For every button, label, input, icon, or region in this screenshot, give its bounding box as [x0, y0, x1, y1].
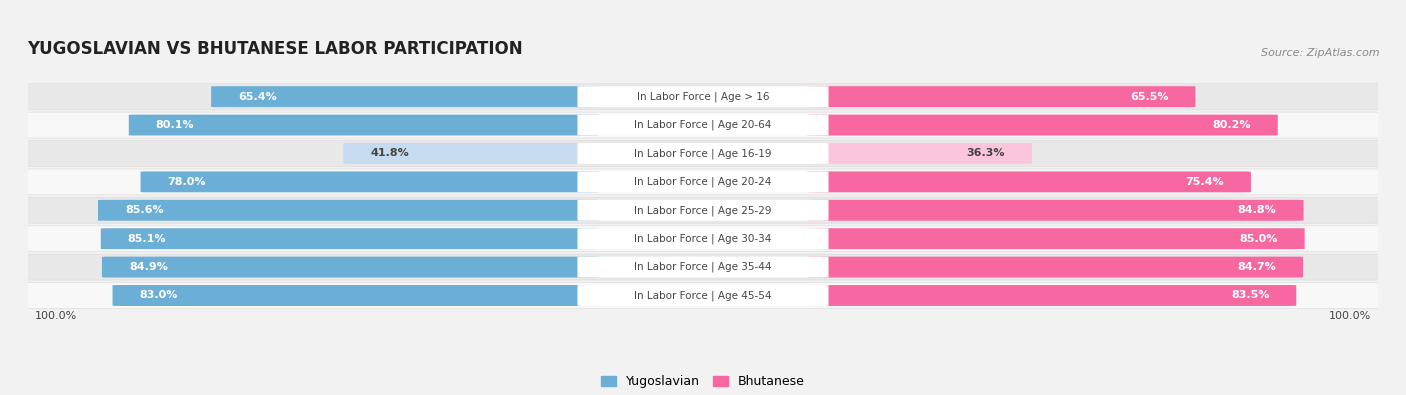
- FancyBboxPatch shape: [807, 285, 1296, 306]
- Text: YUGOSLAVIAN VS BHUTANESE LABOR PARTICIPATION: YUGOSLAVIAN VS BHUTANESE LABOR PARTICIPA…: [27, 40, 523, 58]
- FancyBboxPatch shape: [807, 143, 1032, 164]
- Text: 84.7%: 84.7%: [1237, 262, 1277, 272]
- FancyBboxPatch shape: [807, 257, 1303, 278]
- Text: 83.0%: 83.0%: [139, 290, 179, 301]
- FancyBboxPatch shape: [578, 228, 828, 249]
- FancyBboxPatch shape: [211, 86, 599, 107]
- Text: 65.4%: 65.4%: [238, 92, 277, 102]
- FancyBboxPatch shape: [14, 282, 1392, 308]
- Text: In Labor Force | Age 45-54: In Labor Force | Age 45-54: [634, 290, 772, 301]
- FancyBboxPatch shape: [578, 171, 828, 192]
- FancyBboxPatch shape: [14, 226, 1392, 252]
- Text: In Labor Force | Age 16-19: In Labor Force | Age 16-19: [634, 148, 772, 159]
- Text: 84.9%: 84.9%: [129, 262, 167, 272]
- Text: 80.2%: 80.2%: [1212, 120, 1251, 130]
- Text: 36.3%: 36.3%: [966, 149, 1005, 158]
- FancyBboxPatch shape: [112, 285, 599, 306]
- FancyBboxPatch shape: [14, 254, 1392, 280]
- FancyBboxPatch shape: [578, 285, 828, 306]
- FancyBboxPatch shape: [14, 112, 1392, 138]
- FancyBboxPatch shape: [141, 171, 599, 192]
- FancyBboxPatch shape: [14, 198, 1392, 223]
- Text: In Labor Force | Age 25-29: In Labor Force | Age 25-29: [634, 205, 772, 216]
- Text: 65.5%: 65.5%: [1130, 92, 1168, 102]
- Text: 83.5%: 83.5%: [1230, 290, 1270, 301]
- Text: 85.0%: 85.0%: [1239, 234, 1278, 244]
- Text: 84.8%: 84.8%: [1237, 205, 1277, 215]
- Text: 75.4%: 75.4%: [1185, 177, 1223, 187]
- Text: 100.0%: 100.0%: [1329, 311, 1371, 321]
- Legend: Yugoslavian, Bhutanese: Yugoslavian, Bhutanese: [596, 371, 810, 393]
- Text: 78.0%: 78.0%: [167, 177, 207, 187]
- FancyBboxPatch shape: [14, 141, 1392, 166]
- FancyBboxPatch shape: [14, 169, 1392, 195]
- Text: In Labor Force | Age 30-34: In Labor Force | Age 30-34: [634, 233, 772, 244]
- Text: In Labor Force | Age 20-24: In Labor Force | Age 20-24: [634, 177, 772, 187]
- Text: In Labor Force | Age > 16: In Labor Force | Age > 16: [637, 91, 769, 102]
- Text: 80.1%: 80.1%: [156, 120, 194, 130]
- FancyBboxPatch shape: [807, 115, 1278, 135]
- FancyBboxPatch shape: [578, 257, 828, 278]
- Text: Source: ZipAtlas.com: Source: ZipAtlas.com: [1261, 48, 1379, 58]
- Text: 41.8%: 41.8%: [370, 149, 409, 158]
- Text: 85.6%: 85.6%: [125, 205, 163, 215]
- Text: In Labor Force | Age 20-64: In Labor Force | Age 20-64: [634, 120, 772, 130]
- FancyBboxPatch shape: [807, 86, 1195, 107]
- FancyBboxPatch shape: [578, 115, 828, 135]
- FancyBboxPatch shape: [14, 84, 1392, 109]
- FancyBboxPatch shape: [807, 200, 1303, 221]
- FancyBboxPatch shape: [101, 228, 599, 249]
- FancyBboxPatch shape: [578, 86, 828, 107]
- FancyBboxPatch shape: [129, 115, 599, 135]
- FancyBboxPatch shape: [343, 143, 599, 164]
- Text: 100.0%: 100.0%: [35, 311, 77, 321]
- FancyBboxPatch shape: [807, 228, 1305, 249]
- FancyBboxPatch shape: [578, 143, 828, 164]
- FancyBboxPatch shape: [578, 200, 828, 221]
- Text: 85.1%: 85.1%: [128, 234, 166, 244]
- FancyBboxPatch shape: [98, 200, 599, 221]
- FancyBboxPatch shape: [101, 257, 599, 278]
- Text: In Labor Force | Age 35-44: In Labor Force | Age 35-44: [634, 262, 772, 272]
- FancyBboxPatch shape: [807, 171, 1251, 192]
